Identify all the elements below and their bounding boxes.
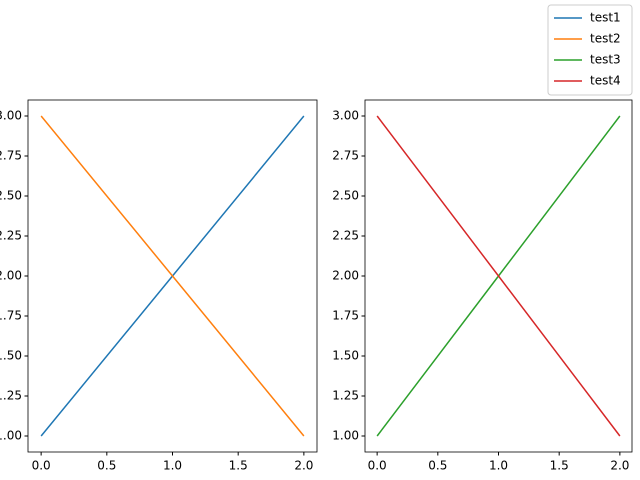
y-tick-label: 2.50	[332, 189, 359, 203]
y-tick-label: 2.00	[0, 269, 22, 283]
axes-frame	[27, 99, 318, 453]
y-tick-label: 1.00	[332, 429, 359, 443]
legend-label: test2	[590, 32, 621, 46]
x-tick-label: 0.5	[97, 459, 116, 473]
y-tick-label: 1.50	[0, 349, 22, 363]
x-tick-label: 1.5	[229, 459, 248, 473]
y-tick-label: 2.50	[0, 189, 22, 203]
y-tick-label: 1.50	[332, 349, 359, 363]
y-tick-label: 2.25	[0, 229, 22, 243]
y-tick-label: 2.75	[0, 149, 22, 163]
y-tick-label: 2.00	[332, 269, 359, 283]
x-tick-label: 2.0	[294, 459, 313, 473]
x-tick-label: 1.0	[163, 459, 182, 473]
legend-label: test4	[590, 74, 621, 88]
y-tick-label: 1.25	[332, 389, 359, 403]
y-tick-label: 1.75	[0, 309, 22, 323]
line	[40, 115, 305, 437]
y-tick-label: 1.25	[0, 389, 22, 403]
y-tick-label: 1.75	[332, 309, 359, 323]
y-tick-label: 2.25	[332, 229, 359, 243]
line	[376, 115, 621, 437]
y-tick-label: 1.00	[0, 429, 22, 443]
legend-label: test1	[590, 11, 621, 25]
y-tick-label: 3.00	[0, 109, 22, 123]
x-tick-label: 0.0	[32, 459, 51, 473]
axes-frame	[364, 99, 633, 453]
y-tick-label: 2.75	[332, 149, 359, 163]
legend-box	[547, 4, 633, 96]
x-tick-label: 1.5	[550, 459, 569, 473]
x-tick-label: 0.0	[368, 459, 387, 473]
x-tick-label: 1.0	[489, 459, 508, 473]
x-tick-label: 0.5	[428, 459, 447, 473]
x-tick-label: 2.0	[610, 459, 629, 473]
legend-label: test3	[590, 53, 621, 67]
y-tick-label: 3.00	[332, 109, 359, 123]
